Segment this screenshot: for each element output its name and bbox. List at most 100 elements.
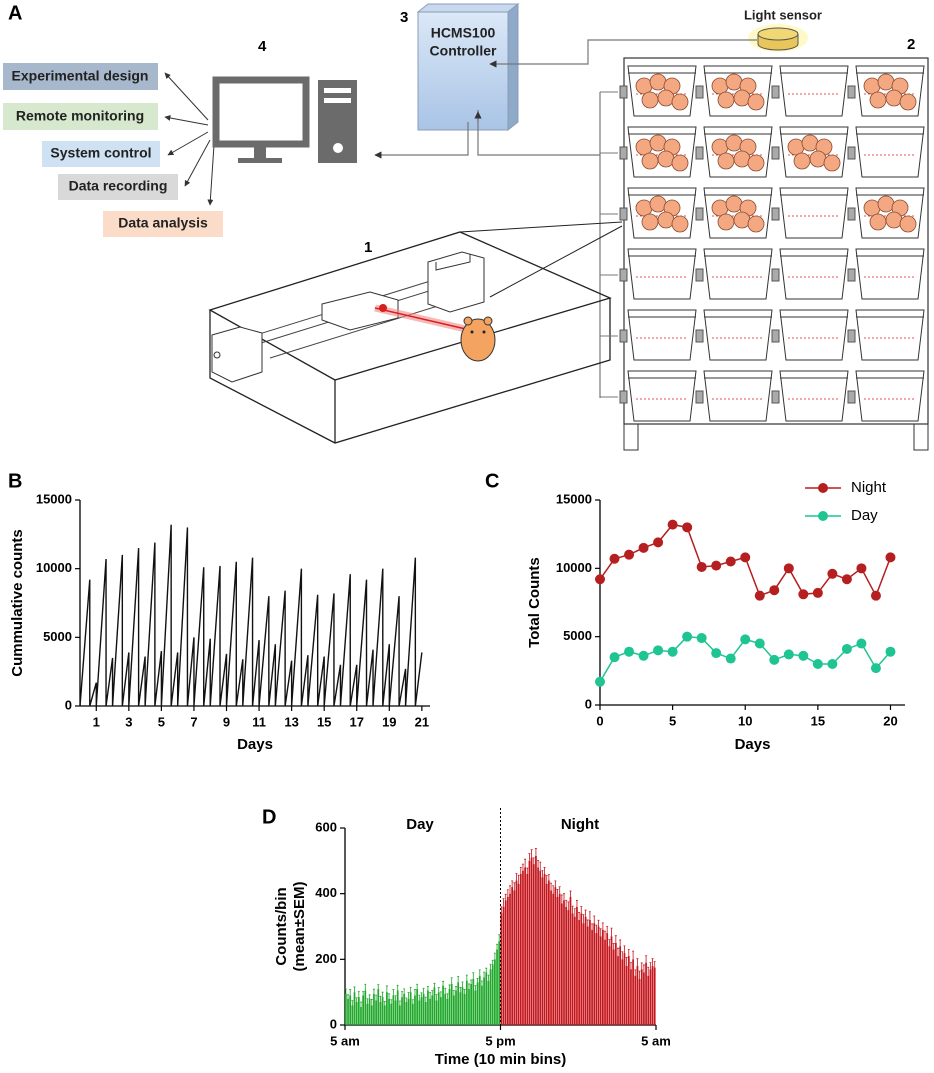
rack-number: 2 xyxy=(907,36,915,53)
error-bar xyxy=(634,969,637,976)
bar xyxy=(347,998,349,1025)
point xyxy=(812,587,823,598)
bar xyxy=(442,985,444,1025)
hamster xyxy=(717,213,735,231)
bar xyxy=(494,959,496,1025)
setup-diagram: A 4 3 2 1 Experimental design Remote mon… xyxy=(3,2,929,451)
sensor-unit xyxy=(619,268,628,282)
bar xyxy=(576,906,578,1025)
y-tick-label: 10000 xyxy=(556,560,592,575)
error-bar xyxy=(394,995,397,1001)
bar xyxy=(567,910,570,1025)
error-bar xyxy=(608,939,611,947)
bar xyxy=(586,926,589,1025)
error-bar xyxy=(439,991,442,998)
error-bar xyxy=(539,861,542,871)
x-tick-label: 3 xyxy=(125,714,132,729)
bar xyxy=(401,997,403,1025)
x-axis-label: Days xyxy=(237,736,273,753)
bar xyxy=(381,997,384,1025)
error-bar xyxy=(537,860,540,868)
bar xyxy=(573,916,576,1025)
bar xyxy=(368,998,371,1025)
error-bar xyxy=(398,1000,401,1006)
bar xyxy=(409,992,412,1025)
legend-marker xyxy=(818,483,828,493)
bar xyxy=(621,959,624,1025)
bar xyxy=(414,995,416,1025)
error-bar xyxy=(426,986,429,991)
hamster xyxy=(733,89,751,107)
bar xyxy=(424,1002,427,1025)
point xyxy=(754,590,765,601)
point xyxy=(754,638,765,649)
bar xyxy=(420,997,423,1025)
x-tick-label: 13 xyxy=(284,714,298,729)
hamster xyxy=(809,150,827,168)
hamster xyxy=(793,152,811,170)
error-bar xyxy=(524,858,527,868)
error-bar xyxy=(385,985,388,993)
bar xyxy=(474,990,477,1025)
function-arrows xyxy=(164,72,215,206)
y-axis-label: Cummulative counts xyxy=(9,529,26,677)
bar xyxy=(487,980,490,1025)
sensor-unit xyxy=(847,207,856,221)
error-bar xyxy=(383,1000,386,1006)
function-box xyxy=(58,174,178,200)
bar xyxy=(472,979,475,1025)
error-bar xyxy=(357,991,360,998)
error-bar xyxy=(483,971,486,978)
bar xyxy=(476,982,479,1025)
error-bar xyxy=(446,993,449,999)
function-label: System control xyxy=(50,145,151,161)
bar xyxy=(519,873,522,1025)
legend-marker xyxy=(818,511,828,521)
error-bar xyxy=(409,986,412,993)
hamster xyxy=(641,91,659,109)
bar xyxy=(619,946,622,1025)
error-bar xyxy=(493,952,496,960)
bar xyxy=(604,939,606,1025)
hamster xyxy=(641,213,659,231)
error-bar xyxy=(649,962,652,970)
cage-number: 1 xyxy=(364,239,372,256)
point xyxy=(638,542,649,553)
error-bar xyxy=(353,986,356,993)
hamster xyxy=(649,134,667,152)
point xyxy=(827,568,838,579)
sensor-unit xyxy=(847,390,856,404)
rack-leg xyxy=(623,423,639,451)
bar xyxy=(530,857,533,1025)
error-bar xyxy=(562,893,565,901)
legend-label: Day xyxy=(851,507,878,524)
hamster xyxy=(899,93,917,111)
bar xyxy=(504,900,507,1025)
bar xyxy=(535,855,537,1025)
x-tick-label: 7 xyxy=(190,714,197,729)
error-bar xyxy=(552,885,555,894)
bar xyxy=(463,993,466,1025)
hamster xyxy=(717,91,735,109)
error-bar xyxy=(595,924,598,934)
hamster xyxy=(657,150,675,168)
sensor-unit xyxy=(771,390,780,404)
error-bar xyxy=(418,994,421,1001)
bar xyxy=(627,956,630,1025)
error-bar xyxy=(532,857,535,865)
sensor-unit xyxy=(619,390,628,404)
point xyxy=(624,549,635,560)
point xyxy=(870,590,881,601)
error-bar xyxy=(407,992,410,999)
error-bar xyxy=(448,984,451,989)
point xyxy=(595,676,605,687)
bar xyxy=(416,988,418,1025)
cage xyxy=(855,370,925,422)
bar xyxy=(405,1002,408,1025)
x-tick-label: 5 am xyxy=(330,1033,360,1048)
point xyxy=(609,553,620,564)
error-bar xyxy=(485,967,488,973)
